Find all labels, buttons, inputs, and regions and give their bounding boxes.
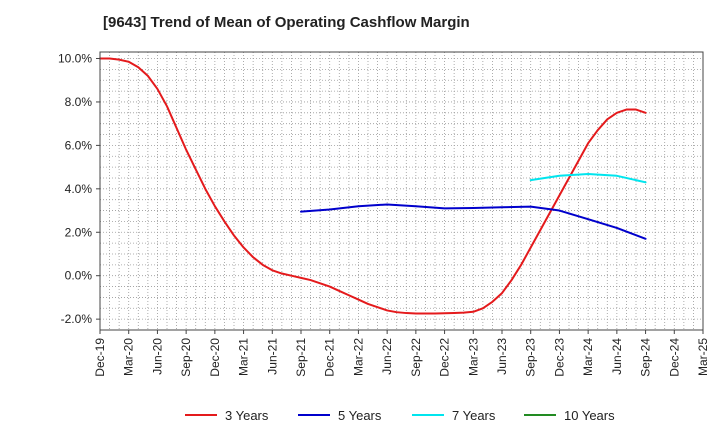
legend-label-5-years: 5 Years bbox=[338, 408, 382, 423]
x-tick-label: Sep-22 bbox=[409, 338, 423, 377]
x-tick-label: Jun-24 bbox=[610, 338, 624, 375]
x-tick-label: Jun-23 bbox=[495, 338, 509, 375]
x-tick-label: Jun-22 bbox=[380, 338, 394, 375]
y-tick-label: 6.0% bbox=[65, 138, 93, 152]
legend-label-10-years: 10 Years bbox=[564, 408, 615, 423]
x-tick-label: Sep-21 bbox=[294, 338, 308, 377]
y-tick-label: 8.0% bbox=[65, 95, 93, 109]
chart-title: [9643] Trend of Mean of Operating Cashfl… bbox=[103, 14, 470, 31]
series-lines bbox=[99, 57, 647, 315]
x-tick-label: Mar-23 bbox=[466, 338, 480, 376]
y-tick-label: -2.0% bbox=[61, 312, 93, 326]
x-tick-label: Dec-21 bbox=[323, 338, 337, 377]
legend-label-7-years: 7 Years bbox=[452, 408, 496, 423]
x-tick-label: Dec-19 bbox=[93, 338, 107, 377]
y-tick-label: 4.0% bbox=[65, 182, 93, 196]
y-tick-label: 2.0% bbox=[65, 225, 93, 239]
x-tick-label: Dec-20 bbox=[208, 338, 222, 377]
y-tick-label: 10.0% bbox=[58, 52, 92, 66]
x-tick-label: Mar-25 bbox=[696, 338, 710, 376]
x-tick-label: Jun-21 bbox=[265, 338, 279, 375]
x-tick-label: Mar-21 bbox=[237, 338, 251, 376]
plot-frame bbox=[99, 51, 704, 331]
x-tick-label: Sep-23 bbox=[524, 338, 538, 377]
x-tick-label: Mar-20 bbox=[122, 338, 136, 376]
x-axis-ticks: Dec-19 Mar-20 Jun-20 Sep-20 Dec-20 Mar-21 Jun-… bbox=[93, 330, 710, 377]
plot-area bbox=[100, 52, 703, 330]
legend: 3 Years 5 Years 7 Years 10 Years bbox=[185, 408, 615, 423]
x-tick-label: Mar-22 bbox=[351, 338, 365, 376]
x-tick-label: Jun-20 bbox=[150, 338, 164, 375]
x-tick-label: Sep-24 bbox=[639, 338, 653, 377]
series-line-5-years bbox=[300, 203, 647, 240]
x-tick-label: Dec-23 bbox=[552, 338, 566, 377]
x-tick-label: Sep-20 bbox=[179, 338, 193, 377]
grid-lines bbox=[100, 52, 703, 330]
x-tick-label: Dec-22 bbox=[438, 338, 452, 377]
x-tick-label: Mar-24 bbox=[581, 338, 595, 376]
x-tick-label: Dec-24 bbox=[667, 338, 681, 377]
series-line-3-years bbox=[99, 57, 647, 315]
legend-label-3-years: 3 Years bbox=[225, 408, 269, 423]
series-line-7-years bbox=[529, 173, 647, 184]
y-axis-ticks: 10.0% 8.0% 6.0% 4.0% 2.0% 0.0% -2.0% bbox=[58, 52, 100, 326]
y-tick-label: 0.0% bbox=[65, 269, 93, 283]
